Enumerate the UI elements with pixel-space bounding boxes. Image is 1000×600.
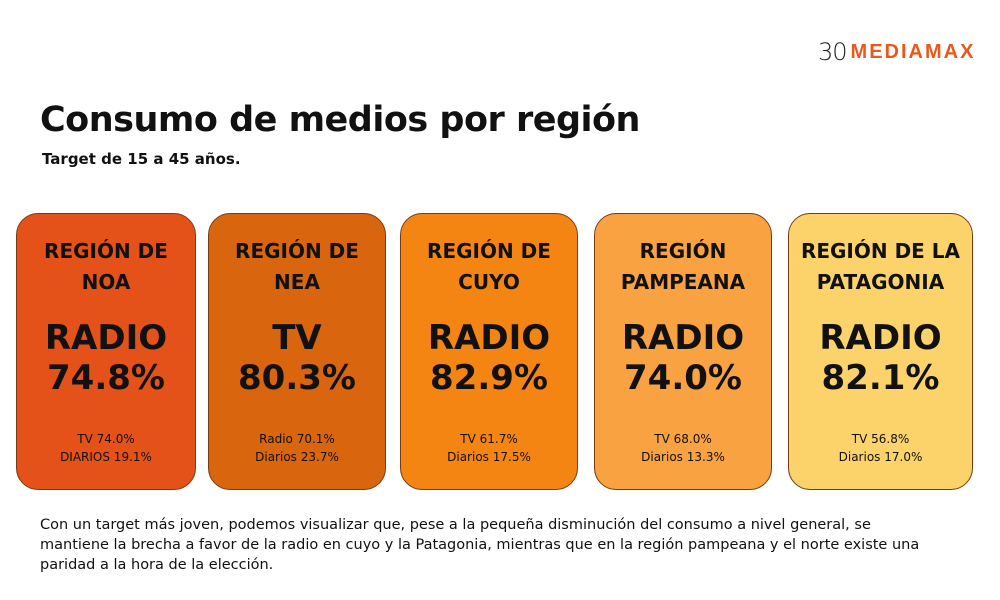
secondary-line-2: Diarios 17.5% bbox=[447, 450, 531, 464]
region-card-noa: REGIÓN DE NOA RADIO 74.8% TV 74.0% DIARIO… bbox=[16, 213, 196, 490]
secondary-line-2: DIARIOS 19.1% bbox=[60, 450, 152, 464]
secondary-line-1: TV 68.0% bbox=[654, 432, 712, 446]
region-name: REGIÓN DE NOA bbox=[44, 239, 168, 294]
top-medium: RADIO bbox=[621, 318, 745, 358]
top-medium-value: 80.3% bbox=[238, 358, 356, 398]
region-card-pampeana: REGIÓN PAMPEANA RADIO 74.0% TV 68.0% Diar… bbox=[594, 213, 772, 490]
secondary-line-2: Diarios 23.7% bbox=[255, 450, 339, 464]
top-medium: TV bbox=[272, 318, 322, 358]
region-card-nea: REGIÓN DE NEA TV 80.3% Radio 70.1% Diario… bbox=[208, 213, 386, 490]
region-card-patagonia: REGIÓN DE LA PATAGONIA RADIO 82.1% TV 56.… bbox=[788, 213, 973, 490]
page-subtitle: Target de 15 a 45 años. bbox=[42, 150, 241, 168]
secondary-media: Radio 70.1% Diarios 23.7% bbox=[209, 430, 385, 466]
logo-number: 30 bbox=[818, 38, 848, 66]
footer-text: Con un target más joven, podemos visuali… bbox=[40, 517, 920, 573]
top-medium: RADIO bbox=[427, 318, 551, 358]
secondary-line-2: Diarios 13.3% bbox=[641, 450, 725, 464]
secondary-media: TV 61.7% Diarios 17.5% bbox=[401, 430, 577, 466]
region-name: REGIÓN DE LA PATAGONIA bbox=[800, 239, 961, 294]
secondary-line-2: Diarios 17.0% bbox=[838, 450, 923, 464]
region-name: REGIÓN DE NEA bbox=[235, 239, 359, 294]
secondary-media: TV 68.0% Diarios 13.3% bbox=[595, 430, 771, 466]
page-title: Consumo de medios por región bbox=[40, 100, 640, 140]
top-medium: RADIO bbox=[44, 318, 168, 358]
region-name: REGIÓN DE CUYO bbox=[427, 239, 551, 294]
logo-brand: MEDIAMAX bbox=[850, 40, 976, 63]
secondary-line-1: Radio 70.1% bbox=[259, 432, 335, 446]
secondary-line-1: TV 56.8% bbox=[851, 432, 910, 446]
top-medium-value: 74.8% bbox=[47, 358, 165, 398]
top-medium: RADIO bbox=[819, 318, 942, 358]
secondary-line-1: TV 74.0% bbox=[77, 432, 135, 446]
region-card-cuyo: REGIÓN DE CUYO RADIO 82.9% TV 61.7% Diari… bbox=[400, 213, 578, 490]
top-medium-value: 82.1% bbox=[821, 358, 940, 398]
top-medium-value: 74.0% bbox=[624, 358, 742, 398]
secondary-media: TV 56.8% Diarios 17.0% bbox=[789, 430, 972, 466]
top-medium-value: 82.9% bbox=[430, 358, 548, 398]
secondary-line-1: TV 61.7% bbox=[460, 432, 518, 446]
region-name: REGIÓN PAMPEANA bbox=[620, 239, 746, 294]
secondary-media: TV 74.0% DIARIOS 19.1% bbox=[17, 430, 195, 466]
mediamax-logo: 30 MEDIAMAX bbox=[818, 38, 975, 66]
